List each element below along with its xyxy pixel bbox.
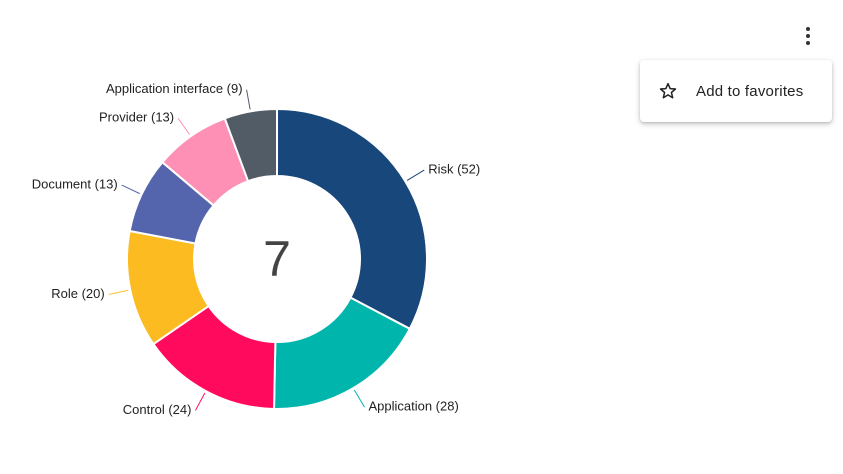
menu-item-label: Add to favorites bbox=[696, 82, 804, 100]
leader-line-application-interface bbox=[246, 89, 251, 110]
more-vert-icon-dot bbox=[806, 34, 810, 38]
center-value: 7 bbox=[263, 231, 291, 287]
donut-slices bbox=[126, 107, 428, 410]
slice-label-role: Role (20) bbox=[51, 286, 104, 301]
more-options-button[interactable] bbox=[796, 24, 820, 48]
slice-labels: Risk (52) Application (28) Control (24) Rol… bbox=[32, 81, 481, 417]
slice-label-application-interface: Application interface (9) bbox=[106, 81, 243, 96]
more-vert-icon-dot bbox=[806, 41, 810, 45]
leader-line-role bbox=[108, 289, 129, 295]
menu-item-add-to-favorites[interactable]: Add to favorites bbox=[640, 60, 832, 122]
slice-application-interface[interactable] bbox=[223, 107, 278, 183]
leader-line-risk bbox=[406, 169, 425, 181]
slice-label-application: Application (28) bbox=[368, 399, 458, 414]
slice-label-control: Control (24) bbox=[123, 402, 192, 417]
options-menu: Add to favorites bbox=[640, 60, 832, 122]
leader-line-document bbox=[121, 184, 140, 195]
slice-risk[interactable] bbox=[276, 107, 428, 331]
label-leader-lines bbox=[108, 89, 425, 411]
leader-line-control bbox=[195, 392, 206, 411]
leader-line-provider bbox=[177, 117, 191, 135]
slice-label-document: Document (13) bbox=[32, 176, 118, 191]
slice-label-risk: Risk (52) bbox=[428, 162, 480, 177]
star-outline-icon bbox=[659, 82, 677, 99]
slice-label-provider: Provider (13) bbox=[99, 110, 174, 125]
more-vert-icon bbox=[806, 27, 810, 31]
leader-line-application bbox=[353, 389, 365, 408]
